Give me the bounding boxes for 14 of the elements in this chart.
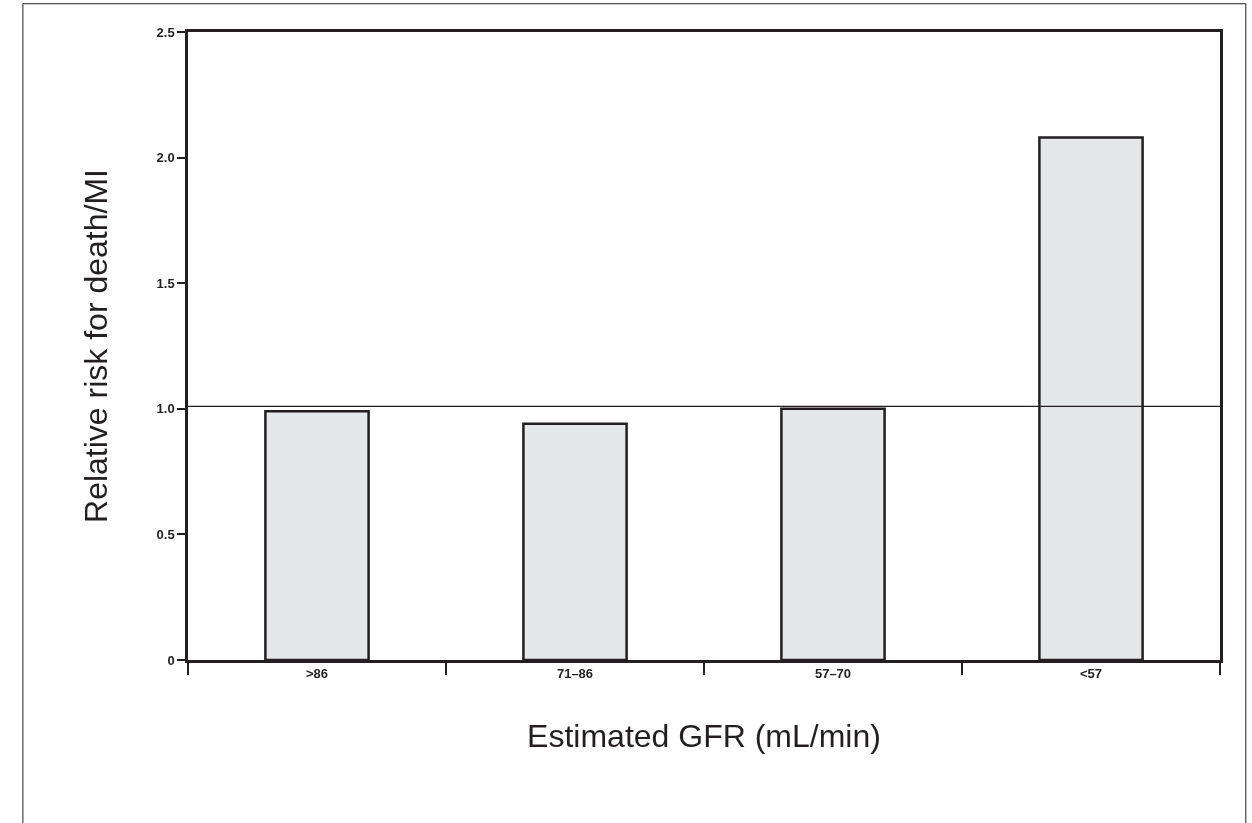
y-tick-label: 0 [167,652,175,668]
x-tick-label: 71–86 [556,666,594,682]
x-tick-label: <57 [1079,666,1103,682]
bar [522,422,628,660]
y-tick-label: 1.5 [156,275,175,291]
y-tick-label: 1.0 [156,401,175,417]
x-axis-title: Estimated GFR (mL/min) [527,718,881,755]
bar [264,410,370,660]
x-tick-label: 57–70 [814,666,852,682]
y-tick-label: 0.5 [156,526,175,542]
y-tick-label: 2.5 [156,24,175,40]
y-tick-label: 2.0 [156,150,175,166]
x-tick-label: >86 [305,666,329,682]
y-axis-title: Relative risk for death/MI [77,169,114,523]
